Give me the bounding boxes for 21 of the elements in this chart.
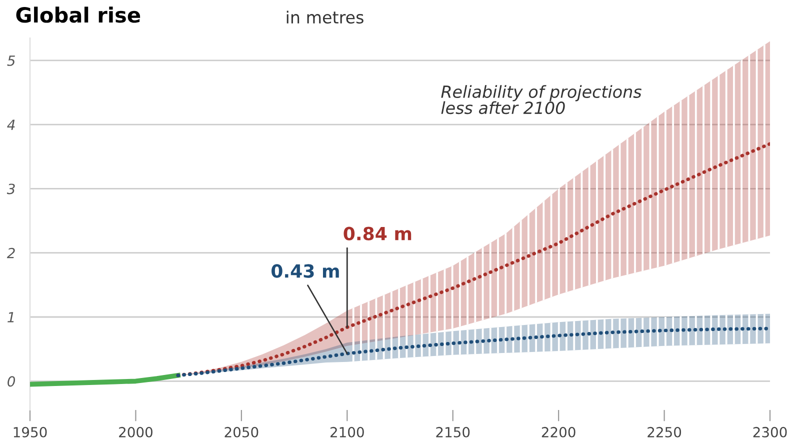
annotation: 0.43 m xyxy=(272,264,339,278)
x-tick-label: 2200 xyxy=(542,426,576,438)
x-tick-label: 2250 xyxy=(648,426,682,438)
annotation: Reliability of projections less after 2100 xyxy=(441,85,642,114)
y-tick-label: 2 xyxy=(6,248,15,258)
y-tick-label: 5 xyxy=(7,56,15,66)
x-tick-label: 2300 xyxy=(753,426,787,438)
y-tick-label: 4 xyxy=(7,120,15,130)
line-series xyxy=(176,326,770,378)
x-tick-label: 1950 xyxy=(14,426,47,438)
y-tick-label: 1 xyxy=(8,312,14,322)
line-series xyxy=(30,372,180,387)
annotation: 0.84 m xyxy=(344,226,412,240)
x-tick-label: 2050 xyxy=(224,426,258,438)
x-tick-label: 2150 xyxy=(436,426,470,438)
chart-title: Global rise xyxy=(16,6,140,23)
y-tick-label: 0 xyxy=(8,376,16,387)
y-tick-label: 3 xyxy=(6,184,15,194)
x-tick-label: 2100 xyxy=(330,426,364,438)
x-tick-label: 2000 xyxy=(119,426,152,438)
chart-subtitle: in metres xyxy=(286,10,364,24)
